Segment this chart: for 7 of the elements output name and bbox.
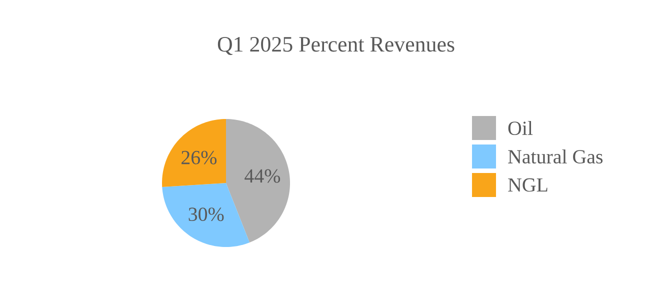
legend-label: NGL [508,178,548,192]
data-label: 44% [244,169,280,183]
data-label: 30% [188,208,224,222]
legend-label: Oil [508,120,533,135]
chart-title: Q1 2025 Percent Revenues [218,36,454,56]
data-label: 26% [182,150,217,164]
legend-label: Natural Gas [508,149,603,164]
